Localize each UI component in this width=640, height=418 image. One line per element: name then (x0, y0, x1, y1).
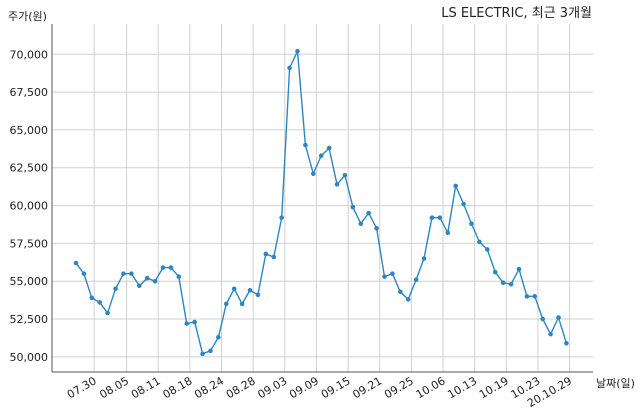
x-tick-label: 08.18 (161, 374, 195, 401)
data-point (121, 271, 126, 276)
data-point (129, 271, 134, 276)
chart-title: LS ELECTRIC, 최근 3개월 (441, 6, 592, 21)
data-point (382, 274, 387, 279)
data-point (81, 271, 87, 276)
data-point (113, 286, 118, 292)
data-point (477, 239, 482, 245)
data-point (548, 331, 553, 337)
data-point (176, 274, 182, 279)
x-tick-label: 10.19 (477, 374, 511, 401)
data-point (216, 334, 221, 340)
data-point (358, 221, 364, 227)
data-point (192, 319, 197, 325)
data-point (247, 287, 253, 293)
x-tick-label: 10.06 (414, 374, 448, 401)
data-point (231, 286, 237, 292)
data-point (405, 297, 411, 302)
data-point (318, 153, 324, 158)
y-tick-label: 70,000 (10, 48, 49, 61)
data-point (437, 215, 443, 220)
data-point (326, 145, 332, 151)
y-tick-label: 52,500 (10, 313, 49, 326)
data-point (540, 316, 545, 322)
data-point (136, 283, 142, 289)
axes (51, 24, 593, 373)
data-point (492, 269, 498, 275)
y-tick-label: 62,500 (10, 162, 49, 175)
data-point (271, 254, 277, 260)
data-point (144, 275, 150, 281)
data-point (413, 277, 419, 283)
data-point (152, 278, 158, 284)
data-point (295, 48, 300, 54)
data-point (398, 289, 403, 295)
data-point (303, 142, 308, 148)
data-point (105, 310, 110, 316)
data-point (350, 204, 356, 210)
data-point (263, 251, 269, 257)
y-tick-label: 60,000 (10, 200, 49, 213)
x-tick-label: 09.25 (382, 374, 416, 401)
y-tick-label: 65,000 (10, 124, 49, 137)
data-point (168, 265, 174, 270)
data-point (97, 300, 103, 305)
data-point (500, 280, 506, 286)
x-tick-label: 08.24 (192, 374, 226, 401)
x-tick-label: 10.13 (445, 374, 479, 401)
data-point (279, 215, 284, 220)
data-point (453, 183, 458, 189)
x-tick-label: 09.21 (350, 374, 384, 401)
data-point (516, 266, 522, 272)
data-point (89, 295, 95, 301)
data-point (311, 171, 316, 177)
data-point (160, 265, 166, 270)
data-point (461, 201, 466, 207)
data-point (208, 348, 213, 354)
data-point (445, 230, 451, 236)
data-point (287, 65, 292, 71)
grid (52, 24, 593, 372)
data-point (421, 256, 427, 261)
data-point (334, 182, 340, 187)
x-tick-label: 07.30 (65, 374, 99, 401)
x-tick-label: 08.28 (224, 374, 258, 401)
x-tick-label: 09.09 (287, 374, 321, 401)
y-axis-label: 주가(원) (8, 10, 47, 23)
data-point (564, 340, 569, 346)
series-layer (73, 48, 569, 357)
data-point (200, 351, 205, 357)
data-point (255, 292, 261, 298)
data-point (508, 281, 514, 287)
data-point (342, 173, 348, 178)
data-point (469, 221, 474, 227)
data-point (374, 225, 379, 231)
y-tick-label: 55,000 (10, 275, 49, 288)
x-axis-label: 날짜(일) (596, 376, 635, 390)
y-tick-label: 67,500 (10, 86, 49, 99)
x-tick-label: 08.05 (97, 374, 131, 401)
data-point (223, 301, 229, 307)
data-point (429, 215, 435, 220)
data-point (184, 321, 190, 326)
data-point (556, 315, 561, 320)
data-point (366, 210, 371, 216)
y-tick-labels: 50,000 52,500 55,000 57,500 60,000 62,500 65,0… (10, 48, 49, 364)
x-tick-labels: 07.3008.0508.1108.1808.2408.2809.0309.09… (65, 374, 574, 410)
x-tick-label: 09.15 (319, 374, 353, 401)
data-point (532, 294, 538, 299)
y-tick-label: 50,000 (10, 351, 49, 364)
data-point (390, 271, 395, 276)
data-point (239, 301, 245, 307)
data-point (524, 294, 530, 299)
x-tick-label: 08.11 (129, 374, 163, 401)
series-line (75, 48, 568, 355)
x-tick-label: 09.03 (256, 374, 290, 401)
data-point (485, 247, 490, 252)
data-point (73, 260, 79, 266)
y-tick-label: 57,500 (10, 237, 49, 250)
